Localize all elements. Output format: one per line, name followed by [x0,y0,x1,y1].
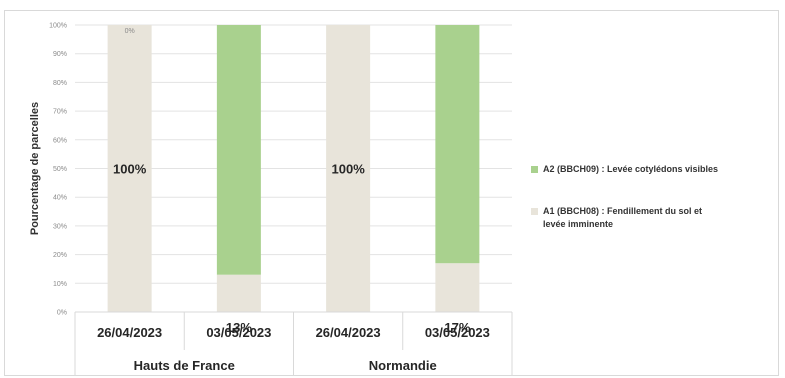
data-label: 13% [226,320,252,335]
data-label: 100% [113,162,147,177]
bar-segment [107,25,152,312]
data-label: 17% [444,320,470,335]
category-label: 03/05/2023 [206,325,271,340]
y-tick-label: 80% [53,80,67,87]
legend-swatch [531,208,538,215]
bar-segment [216,274,261,312]
y-tick-label: 40% [53,195,67,202]
data-label: 100% [332,162,366,177]
y-tick-label: 50% [53,166,67,173]
legend-swatch [531,166,538,173]
y-axis-label: Pourcentage de parcelles [29,102,41,235]
bar-segment [435,263,480,312]
y-tick-label: 10% [53,281,67,288]
y-tick-label: 30% [53,223,67,230]
y-tick-label: 70% [53,109,67,116]
category-label: 03/05/2023 [425,325,490,340]
bar-segment [326,25,371,312]
y-tick-label: 20% [53,252,67,259]
y-tick-label: 100% [49,23,67,30]
data-label: 0% [125,28,135,35]
legend-label: A2 (BBCH09) : Levée cotylédons visibles [543,164,718,174]
bar-segment [435,25,480,264]
category-label: 26/04/2023 [316,325,381,340]
bar-segment [216,25,261,275]
y-tick-label: 90% [53,51,67,58]
category-label: 26/04/2023 [97,325,162,340]
legend-label: A1 (BBCH08) : Fendillement du sol et levé… [543,206,702,229]
y-tick-label: 0% [57,310,67,317]
group-label: Hauts de France [134,358,235,373]
y-tick-label: 60% [53,137,67,144]
group-label: Normandie [369,358,437,373]
